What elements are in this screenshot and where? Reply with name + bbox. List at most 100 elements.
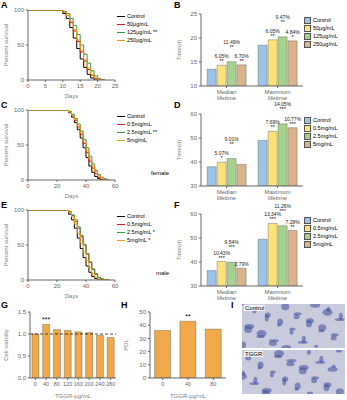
svg-text:***: *** <box>279 208 286 214</box>
svg-text:50: 50 <box>190 135 197 141</box>
svg-text:6.05%: 6.05% <box>265 27 280 34</box>
svg-text:80: 80 <box>54 381 60 387</box>
svg-text:0: 0 <box>21 177 25 183</box>
svg-text:10: 10 <box>190 83 197 89</box>
svg-text:***: *** <box>218 255 225 261</box>
svg-text:**: ** <box>185 313 191 320</box>
svg-text:Medianlifetime: Medianlifetime <box>217 289 237 300</box>
svg-text:15: 15 <box>77 83 84 89</box>
svg-text:15: 15 <box>190 59 197 65</box>
svg-text:*: * <box>292 34 295 40</box>
html-text:A: A <box>1 0 8 10</box>
svg-text:*: * <box>221 155 224 161</box>
svg-text:TGGR-μg/mL: TGGR-μg/mL <box>55 393 92 399</box>
svg-text:20: 20 <box>54 283 61 289</box>
svg-text:40: 40 <box>43 381 49 387</box>
svg-text:240: 240 <box>95 381 104 387</box>
svg-text:**: ** <box>229 141 234 147</box>
svg-text:***: *** <box>289 121 296 127</box>
svg-text:120: 120 <box>63 381 72 387</box>
svg-text:Medianlifetime: Medianlifetime <box>217 89 237 100</box>
svg-text:0: 0 <box>26 183 30 189</box>
svg-text:100: 100 <box>14 207 25 213</box>
svg-text:40: 40 <box>185 381 191 387</box>
svg-text:Maximumlifetime: Maximumlifetime <box>264 189 290 200</box>
svg-text:Maximumlifetime: Maximumlifetime <box>264 289 290 300</box>
svg-text:200: 200 <box>85 381 94 387</box>
svg-text:100: 100 <box>14 7 25 13</box>
svg-text:11.49%: 11.49% <box>223 38 240 45</box>
svg-text:Days: Days <box>65 93 79 99</box>
svg-text:Maximumlifetime: Maximumlifetime <box>264 89 290 100</box>
svg-text:6.05%: 6.05% <box>214 53 229 60</box>
svg-text:Days: Days <box>65 293 79 299</box>
svg-text:***: *** <box>279 106 286 112</box>
svg-text:40: 40 <box>83 183 90 189</box>
svg-text:40: 40 <box>190 259 197 265</box>
svg-text:10: 10 <box>59 83 66 89</box>
svg-text:40: 40 <box>139 322 146 328</box>
svg-text:20: 20 <box>139 349 146 355</box>
svg-text:***: *** <box>42 316 50 323</box>
svg-text:100: 100 <box>14 107 25 113</box>
svg-text:0: 0 <box>26 283 30 289</box>
svg-text:60: 60 <box>190 211 197 217</box>
svg-text:0.5: 0.5 <box>18 353 27 359</box>
svg-text:Time(d): Time(d) <box>176 240 182 260</box>
svg-text:Percent survival: Percent survival <box>8 224 9 267</box>
svg-text:0: 0 <box>34 381 37 387</box>
svg-text:**: ** <box>290 224 295 230</box>
svg-text:**: ** <box>280 19 285 25</box>
svg-text:30: 30 <box>190 183 197 189</box>
svg-text:6.70%: 6.70% <box>234 52 249 59</box>
svg-text:0: 0 <box>21 277 25 283</box>
svg-text:***: *** <box>269 216 276 222</box>
svg-text:Time(d): Time(d) <box>176 140 182 160</box>
svg-text:1.5: 1.5 <box>18 309 27 315</box>
svg-text:9.47%: 9.47% <box>275 13 290 20</box>
svg-text:Medianlifetime: Medianlifetime <box>217 189 237 200</box>
svg-text:**: ** <box>270 124 275 130</box>
svg-text:0: 0 <box>26 83 30 89</box>
svg-text:25: 25 <box>112 83 119 89</box>
svg-text:Days: Days <box>65 193 79 199</box>
svg-text:40: 40 <box>83 283 90 289</box>
svg-text:**: ** <box>239 58 244 64</box>
svg-text:160: 160 <box>74 381 83 387</box>
svg-text:50: 50 <box>17 142 24 148</box>
svg-text:50: 50 <box>139 309 146 315</box>
svg-text:10: 10 <box>139 362 146 368</box>
svg-text:50: 50 <box>190 235 197 241</box>
svg-text:2.79%: 2.79% <box>235 261 250 267</box>
svg-text:20: 20 <box>54 183 61 189</box>
svg-text:1.0: 1.0 <box>18 331 27 337</box>
svg-text:20: 20 <box>190 35 197 41</box>
svg-text:40: 40 <box>190 159 197 165</box>
svg-text:30: 30 <box>139 336 146 342</box>
svg-text:280: 280 <box>106 381 115 387</box>
svg-text:80: 80 <box>210 381 216 387</box>
svg-text:***: *** <box>228 244 235 250</box>
svg-text:0: 0 <box>143 375 147 381</box>
svg-text:50: 50 <box>17 242 24 248</box>
svg-text:20: 20 <box>94 83 101 89</box>
svg-text:Percent survival: Percent survival <box>8 24 9 67</box>
svg-text:**: ** <box>270 33 275 39</box>
svg-text:60: 60 <box>112 283 119 289</box>
svg-text:TGGR-μg/mL: TGGR-μg/mL <box>170 393 207 399</box>
svg-text:30: 30 <box>190 283 197 289</box>
svg-text:60: 60 <box>112 183 119 189</box>
svg-text:0: 0 <box>161 381 164 387</box>
svg-text:**: ** <box>219 58 224 64</box>
svg-text:5: 5 <box>44 83 48 89</box>
svg-text:Percent survival: Percent survival <box>8 124 9 167</box>
svg-text:0.0: 0.0 <box>18 375 27 381</box>
svg-text:25: 25 <box>190 11 197 17</box>
svg-text:0: 0 <box>21 77 25 83</box>
svg-text:50: 50 <box>17 42 24 48</box>
svg-text:60: 60 <box>190 111 197 117</box>
svg-text:Cell viability: Cell viability <box>8 329 9 361</box>
svg-text:Time(d): Time(d) <box>176 40 182 60</box>
svg-text:**: ** <box>229 44 234 50</box>
svg-text:PDL: PDL <box>123 339 129 351</box>
